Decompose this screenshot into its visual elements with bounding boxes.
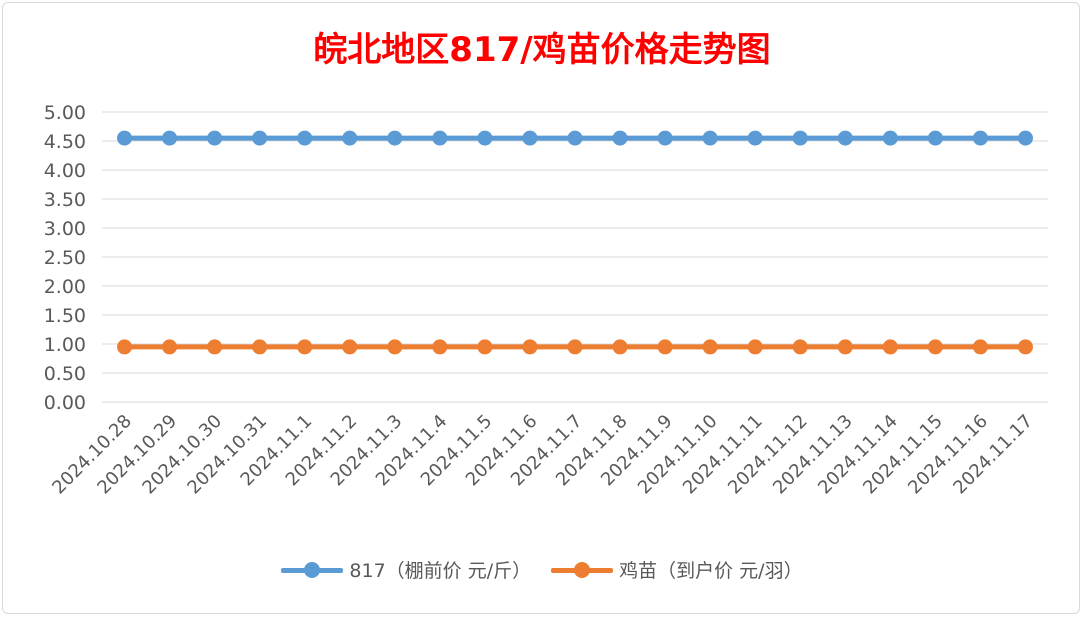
y-tick-label-10: 5.00	[44, 102, 86, 124]
legend-item-chick: 鸡苗（到户价 元/羽）	[551, 556, 803, 583]
y-tick-label-2: 1.00	[44, 334, 86, 356]
data-point-s0-20	[1017, 130, 1033, 146]
data-point-s0-17	[882, 130, 898, 146]
data-point-s0-10	[567, 130, 583, 146]
data-point-s0-6	[387, 130, 403, 146]
y-tick-label-4: 2.00	[44, 276, 86, 298]
data-point-s1-18	[927, 339, 943, 355]
y-tick-label-7: 3.50	[44, 189, 86, 211]
data-point-s0-9	[522, 130, 538, 146]
data-point-s0-13	[702, 130, 718, 146]
data-point-s0-19	[972, 130, 988, 146]
data-point-s0-7	[432, 130, 448, 146]
data-point-s1-20	[1017, 339, 1033, 355]
legend: 817（棚前价 元/斤） 鸡苗（到户价 元/羽）	[0, 556, 1084, 583]
data-point-s0-11	[612, 130, 628, 146]
legend-label-817: 817（棚前价 元/斤）	[349, 560, 532, 582]
data-point-s1-19	[972, 339, 988, 355]
data-point-s0-4	[297, 130, 313, 146]
y-tick-label-8: 4.00	[44, 160, 86, 182]
y-tick-label-3: 1.50	[44, 305, 86, 327]
y-tick-label-0: 0.00	[44, 392, 86, 414]
data-point-s1-6	[387, 339, 403, 355]
data-point-s0-5	[342, 130, 358, 146]
y-tick-label-9: 4.50	[44, 131, 86, 153]
data-point-s1-16	[837, 339, 853, 355]
data-point-s0-8	[477, 130, 493, 146]
data-point-s1-15	[792, 339, 808, 355]
data-point-s1-11	[612, 339, 628, 355]
data-point-s1-14	[747, 339, 763, 355]
data-point-s1-10	[567, 339, 583, 355]
data-point-s1-7	[432, 339, 448, 355]
data-point-s0-18	[927, 130, 943, 146]
data-point-s0-1	[162, 130, 178, 146]
data-point-s1-3	[252, 339, 268, 355]
data-point-s0-3	[252, 130, 268, 146]
data-point-s0-0	[117, 130, 133, 146]
legend-label-chick: 鸡苗（到户价 元/羽）	[619, 560, 803, 582]
data-point-s0-12	[657, 130, 673, 146]
data-point-s1-0	[117, 339, 133, 355]
legend-swatch-817	[281, 561, 344, 578]
y-tick-label-1: 0.50	[44, 363, 86, 385]
y-tick-label-5: 2.50	[44, 247, 86, 269]
data-point-s1-1	[162, 339, 178, 355]
data-point-s0-14	[747, 130, 763, 146]
data-point-s1-12	[657, 339, 673, 355]
data-point-s1-13	[702, 339, 718, 355]
data-point-s1-4	[297, 339, 313, 355]
data-point-s1-2	[207, 339, 223, 355]
data-point-s1-17	[882, 339, 898, 355]
chart-title: 皖北地区817/鸡苗价格走势图	[313, 30, 771, 70]
data-point-s1-8	[477, 339, 493, 355]
data-point-s0-15	[792, 130, 808, 146]
y-tick-label-6: 3.00	[44, 218, 86, 240]
data-point-s0-2	[207, 130, 223, 146]
data-point-s1-5	[342, 339, 358, 355]
data-point-s0-16	[837, 130, 853, 146]
legend-item-817: 817（棚前价 元/斤）	[281, 556, 531, 583]
legend-swatch-chick	[551, 561, 614, 578]
data-point-s1-9	[522, 339, 538, 355]
